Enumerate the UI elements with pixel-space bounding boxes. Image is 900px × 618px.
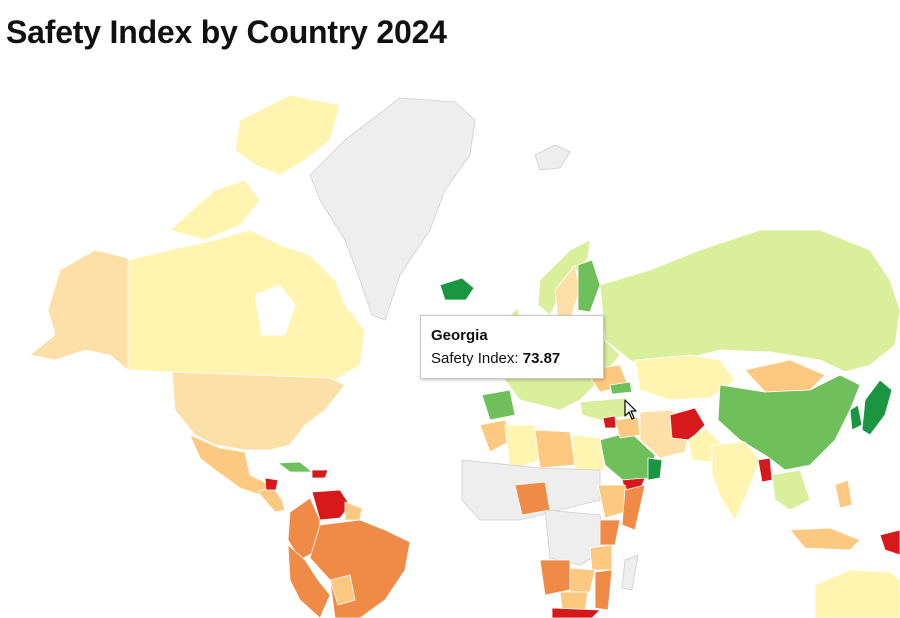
country-usa[interactable] bbox=[171, 371, 346, 451]
country-tanzania[interactable] bbox=[589, 544, 613, 571]
country-madagascar[interactable] bbox=[621, 554, 639, 591]
country-honduras[interactable] bbox=[264, 477, 279, 491]
tooltip-country-name: Georgia bbox=[431, 327, 488, 344]
country-turkey[interactable] bbox=[579, 397, 636, 421]
country-indonesia[interactable] bbox=[789, 527, 861, 551]
country-afghanistan[interactable] bbox=[669, 407, 706, 441]
country-australia[interactable] bbox=[814, 569, 900, 618]
country-greenland[interactable] bbox=[309, 97, 476, 321]
country-russia[interactable] bbox=[599, 229, 900, 373]
country-egypt[interactable] bbox=[571, 434, 606, 471]
tooltip-metric-row: Safety Index: 73.87 bbox=[431, 350, 593, 367]
country-botswana[interactable] bbox=[559, 591, 589, 611]
hudson-bay bbox=[254, 284, 296, 336]
tooltip-metric-value: 73.87 bbox=[522, 350, 561, 367]
country-bolivia[interactable] bbox=[329, 574, 356, 606]
country-somalia[interactable] bbox=[621, 484, 646, 531]
country-usa-alaska[interactable] bbox=[29, 249, 129, 371]
country-mongolia[interactable] bbox=[744, 359, 826, 393]
country-india[interactable] bbox=[711, 441, 761, 521]
country-mozambique[interactable] bbox=[594, 569, 613, 611]
country-syria[interactable] bbox=[602, 415, 617, 429]
country-finland[interactable] bbox=[577, 259, 601, 313]
country-philippines[interactable] bbox=[834, 479, 853, 509]
country-iraq[interactable] bbox=[614, 416, 641, 439]
country-spain[interactable] bbox=[481, 389, 516, 421]
world-choropleth-map[interactable] bbox=[0, 80, 900, 618]
tooltip-metric-label: Safety Index: bbox=[431, 350, 519, 367]
country-angola[interactable] bbox=[539, 559, 571, 596]
country-tooltip: Georgia Safety Index: 73.87 bbox=[420, 315, 604, 379]
country-kenya[interactable] bbox=[599, 519, 621, 546]
country-korea[interactable] bbox=[849, 404, 863, 431]
country-libya[interactable] bbox=[534, 429, 576, 469]
country-china[interactable] bbox=[717, 374, 861, 471]
country-peru[interactable] bbox=[287, 544, 331, 618]
arrow-pointer-icon bbox=[624, 399, 637, 420]
country-zambia[interactable] bbox=[569, 567, 596, 593]
country-myanmar[interactable] bbox=[757, 457, 773, 483]
country-nigeria[interactable] bbox=[514, 481, 551, 516]
country-south-africa[interactable] bbox=[551, 607, 601, 618]
country-canada-islands[interactable] bbox=[234, 94, 341, 176]
country-haiti[interactable] bbox=[311, 469, 329, 479]
country-japan[interactable] bbox=[861, 379, 893, 436]
country-svalbard[interactable] bbox=[534, 144, 571, 171]
country-guyana[interactable] bbox=[344, 501, 363, 521]
chart-title: Safety Index by Country 2024 bbox=[6, 14, 447, 50]
country-png[interactable] bbox=[879, 529, 900, 556]
country-georgia[interactable] bbox=[609, 381, 633, 395]
country-canada-islands-2[interactable] bbox=[169, 179, 261, 241]
country-canada[interactable] bbox=[127, 229, 366, 381]
country-oman[interactable] bbox=[647, 457, 663, 481]
country-cuba[interactable] bbox=[277, 461, 313, 473]
country-algeria[interactable] bbox=[504, 424, 541, 471]
country-iceland[interactable] bbox=[439, 277, 475, 301]
country-se-asia[interactable] bbox=[771, 469, 811, 511]
